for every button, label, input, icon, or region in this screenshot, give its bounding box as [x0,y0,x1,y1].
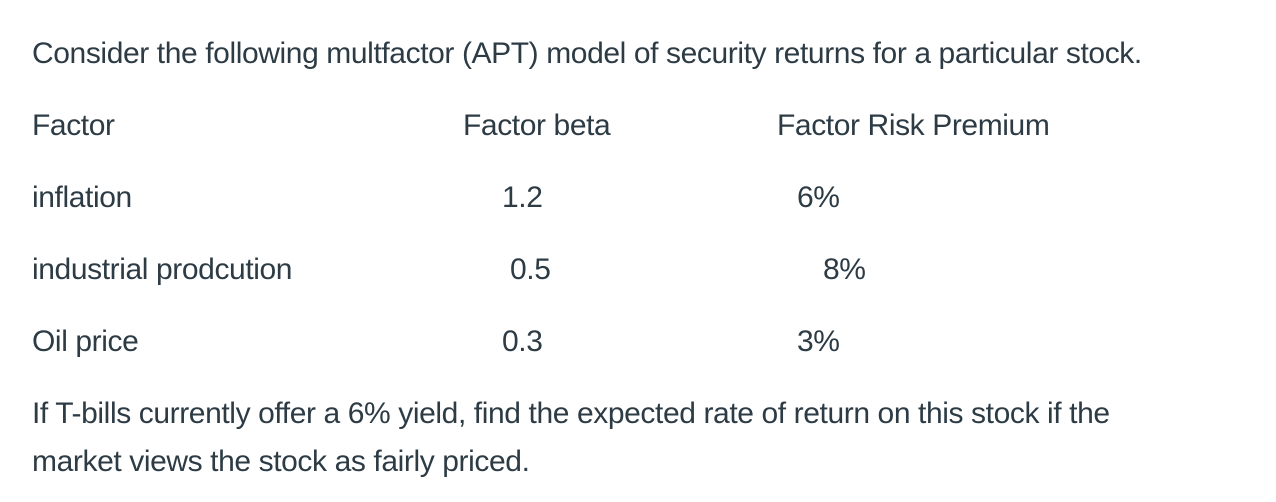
factor-risk-premium-value: 6% [797,181,840,214]
question-intro: Consider the following multfactor (APT) … [32,37,1142,70]
table-header-row: Factor Factor beta Factor Risk Premium [32,102,1246,150]
question-closing-line: If T-bills currently offer a 6% yield, f… [32,397,1110,430]
factor-risk-premium-value: 3% [797,325,840,358]
factor-name: industrial prodcution [32,253,293,286]
header-factor-beta: Factor beta [463,109,611,142]
table-row: industrial prodcution 0.5 8% [32,246,1246,294]
factor-name: Oil price [32,325,139,358]
factor-risk-premium-value: 8% [823,253,866,286]
header-factor-risk-premium: Factor Risk Premium [777,109,1050,142]
factor-beta-value: 0.5 [510,253,551,286]
header-factor: Factor [32,109,115,142]
factor-beta-value: 0.3 [502,325,543,358]
table-row: inflation 1.2 6% [32,174,1246,222]
table-row: Oil price 0.3 3% [32,318,1246,366]
factor-name: inflation [32,181,132,214]
question-closing-line: market views the stock as fairly priced. [32,445,530,478]
factor-beta-value: 1.2 [502,181,543,214]
